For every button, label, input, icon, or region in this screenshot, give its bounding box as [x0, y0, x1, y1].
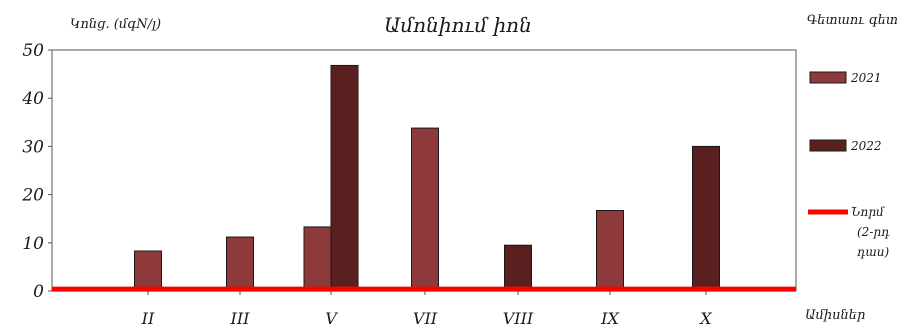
legend-label-2022: 2022 [850, 139, 882, 153]
bars [134, 64, 720, 292]
y-tick-label: 20 [21, 186, 44, 206]
bar-2021-V [303, 226, 332, 292]
bar-2022-V [330, 64, 359, 292]
x-tick-label: IX [600, 309, 619, 327]
bar-2022-VIII [504, 244, 532, 292]
y-axis-label: Կոնց. (մգN/լ) [70, 17, 161, 32]
x-tick-label: II [141, 309, 155, 327]
x-tick-label: VII [413, 309, 438, 327]
legend: 2021 2022 Նորմ (2-րդ դաս) [808, 71, 890, 259]
bar-2021-III [226, 236, 254, 292]
x-axis-label: Ամիսներ [805, 308, 865, 323]
chart-title: Ամոնիում իոն [384, 13, 532, 37]
legend-swatch-2021 [809, 71, 847, 84]
x-tick-label: VIII [503, 309, 534, 327]
y-tick-label: 40 [21, 89, 44, 109]
x-axis: II III V VII VIII IX X [141, 291, 712, 327]
y-axis: 0 10 20 30 40 50 [21, 41, 52, 302]
station-label: Գետաու գետ [807, 13, 898, 28]
y-tick-label: 10 [22, 234, 44, 254]
bar-2021-VII [411, 127, 439, 292]
x-tick-label: III [230, 309, 251, 327]
legend-label-norm: Նորմ (2-րդ դաս) [851, 205, 890, 259]
x-tick-label: X [698, 309, 712, 327]
legend-swatch-2022 [809, 139, 847, 152]
bar-2021-IX [596, 210, 624, 292]
y-tick-label: 50 [22, 41, 44, 61]
y-tick-label: 30 [22, 137, 44, 157]
legend-label-2021: 2021 [850, 71, 882, 85]
bar-2021-II [134, 250, 162, 292]
y-tick-label: 0 [33, 282, 44, 302]
x-tick-label: V [325, 309, 338, 327]
bar-2022-X [692, 145, 720, 292]
